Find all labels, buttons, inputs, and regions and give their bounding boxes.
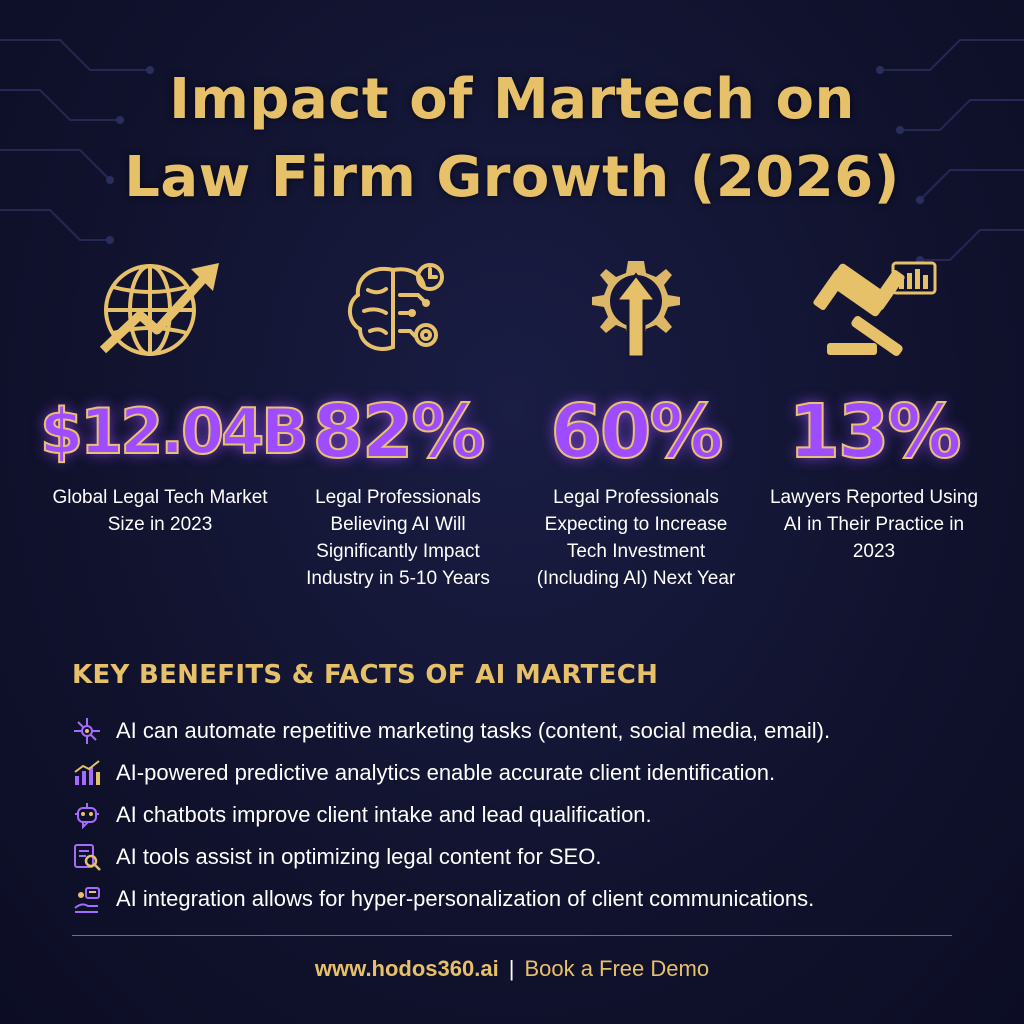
benefit-text: AI-powered predictive analytics enable a… bbox=[116, 760, 776, 785]
ai-brain-icon bbox=[348, 263, 444, 351]
list-item: AI can automate repetitive marketing tas… bbox=[72, 710, 972, 752]
stat-value: 13% bbox=[787, 388, 962, 476]
benefits-heading: KEY BENEFITS & FACTS OF AI MARTECH bbox=[72, 660, 659, 690]
personalization-icon bbox=[74, 887, 100, 913]
globe-growth-icon bbox=[99, 263, 219, 356]
benefit-text: AI tools assist in optimizing legal cont… bbox=[116, 844, 602, 869]
stat-tech-investment: 60% Legal Professionals Expecting to Inc… bbox=[516, 250, 756, 592]
benefit-text: AI chatbots improve client intake and le… bbox=[116, 802, 652, 827]
network-icon bbox=[74, 718, 100, 744]
stat-market-size: $12.04B Global Legal Tech Market Size in… bbox=[39, 250, 310, 538]
footer: www.hodos360.ai | Book a Free Demo bbox=[0, 956, 1024, 982]
footer-divider bbox=[72, 935, 952, 936]
page-title-line-1: Impact of Martech on bbox=[169, 67, 855, 132]
stat-ai-usage: 13% Lawyers Reported Using AI in Their P… bbox=[754, 250, 994, 565]
list-item: AI-powered predictive analytics enable a… bbox=[72, 752, 972, 794]
benefit-text: AI integration allows for hyper-personal… bbox=[116, 886, 815, 911]
stat-value: 60% bbox=[549, 388, 724, 476]
list-item: AI tools assist in optimizing legal cont… bbox=[72, 836, 972, 878]
stat-description: Legal Professionals Expecting to Increas… bbox=[536, 487, 736, 589]
benefits-list: AI can automate repetitive marketing tas… bbox=[72, 710, 972, 920]
stat-value: $12.04B bbox=[39, 394, 310, 469]
chatbot-icon bbox=[75, 803, 99, 830]
list-item: AI chatbots improve client intake and le… bbox=[72, 794, 972, 836]
book-demo-link[interactable]: Book a Free Demo bbox=[524, 956, 710, 981]
stat-description: Lawyers Reported Using AI in Their Pract… bbox=[769, 487, 979, 562]
website-link[interactable]: www.hodos360.ai bbox=[314, 956, 499, 981]
stat-value: 82% bbox=[311, 388, 486, 476]
gear-arrow-icon bbox=[592, 261, 680, 359]
list-item: AI integration allows for hyper-personal… bbox=[72, 878, 972, 920]
benefit-text: AI can automate repetitive marketing tas… bbox=[116, 718, 831, 743]
stat-description: Legal Professionals Believing AI Will Si… bbox=[306, 487, 490, 589]
page-title-line-2: Law Firm Growth (2026) bbox=[124, 145, 900, 210]
analytics-icon bbox=[74, 760, 100, 785]
stat-ai-impact: 82% Legal Professionals Believing AI Wil… bbox=[278, 250, 518, 592]
footer-separator: | bbox=[508, 956, 515, 981]
stat-description: Global Legal Tech Market Size in 2023 bbox=[52, 487, 268, 535]
seo-icon bbox=[74, 844, 101, 871]
gavel-chart-icon bbox=[813, 261, 937, 356]
